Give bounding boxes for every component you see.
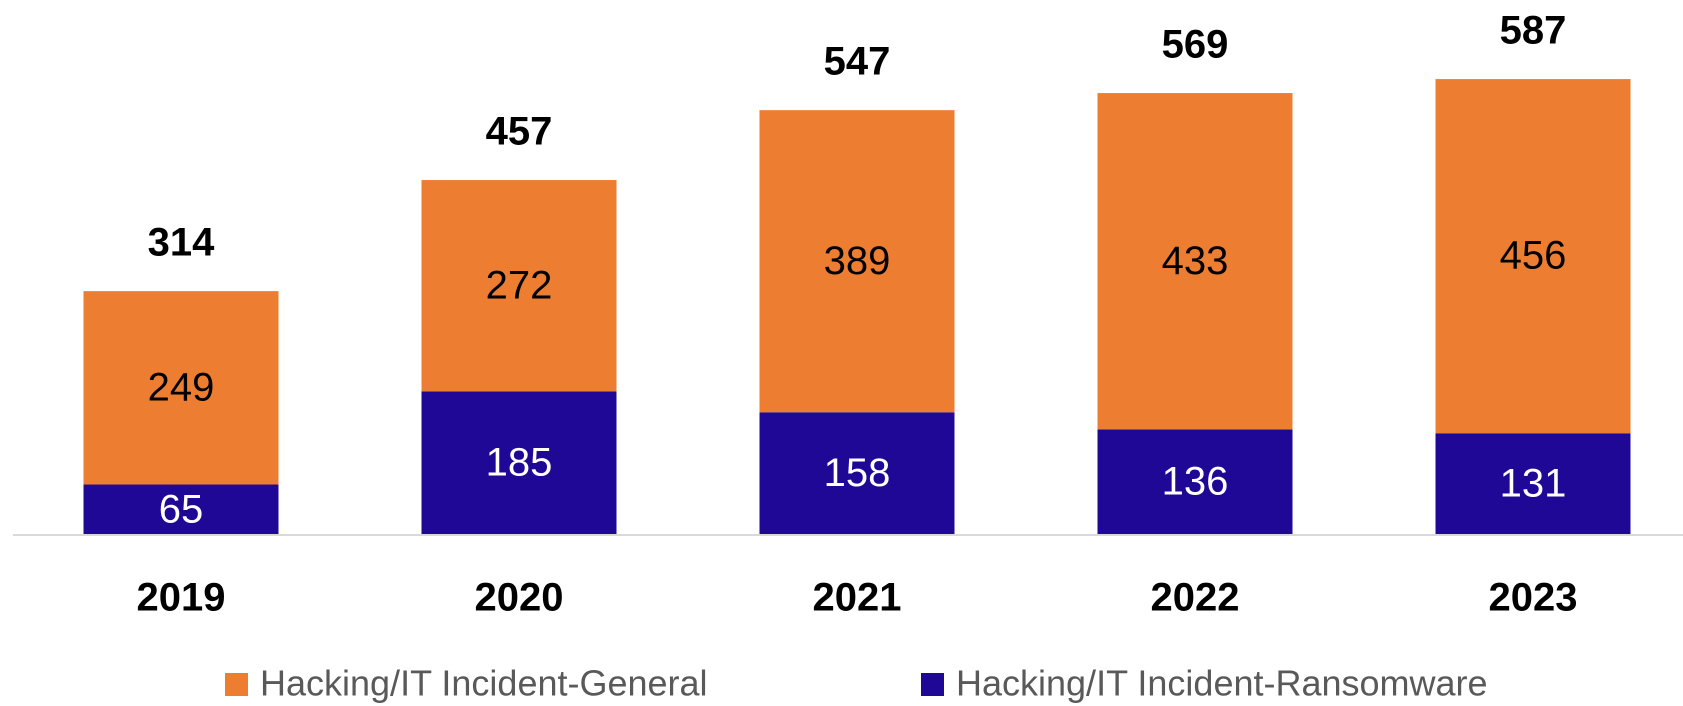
- value-label: 272: [486, 263, 553, 307]
- value-label: 389: [824, 239, 891, 283]
- legend-label: Hacking/IT Incident-Ransomware: [956, 663, 1488, 704]
- bar-segment: [83, 484, 279, 535]
- legend-swatch: [225, 673, 248, 696]
- x-tick-label: 2021: [813, 576, 902, 620]
- bar-segment: [759, 110, 955, 413]
- bar-segment: [1097, 429, 1293, 535]
- bar-segment: [1435, 433, 1631, 535]
- value-label: 433: [1162, 239, 1229, 283]
- total-label: 314: [148, 221, 215, 265]
- x-tick-label: 2020: [475, 576, 564, 620]
- total-label: 587: [1500, 9, 1567, 53]
- value-label: 65: [159, 487, 204, 531]
- x-tick-label: 2022: [1151, 576, 1240, 620]
- bar-segment: [1435, 79, 1631, 434]
- value-label: 185: [486, 441, 553, 485]
- legend-swatch: [921, 673, 944, 696]
- total-label: 457: [486, 110, 553, 154]
- value-label: 158: [824, 451, 891, 495]
- bar-segment: [759, 412, 955, 535]
- bar-segment: [421, 180, 617, 392]
- value-label: 136: [1162, 460, 1229, 504]
- legend-label: Hacking/IT Incident-General: [260, 663, 708, 704]
- bar-segment: [83, 291, 279, 485]
- bar-segment: [1097, 93, 1293, 430]
- value-label: 456: [1500, 234, 1567, 278]
- x-tick-label: 2023: [1489, 576, 1578, 620]
- bar-segment: [421, 391, 617, 535]
- value-label: 249: [148, 365, 215, 409]
- total-label: 547: [824, 40, 891, 84]
- total-label: 569: [1162, 23, 1229, 67]
- value-label: 131: [1500, 462, 1567, 506]
- x-tick-label: 2019: [137, 576, 226, 620]
